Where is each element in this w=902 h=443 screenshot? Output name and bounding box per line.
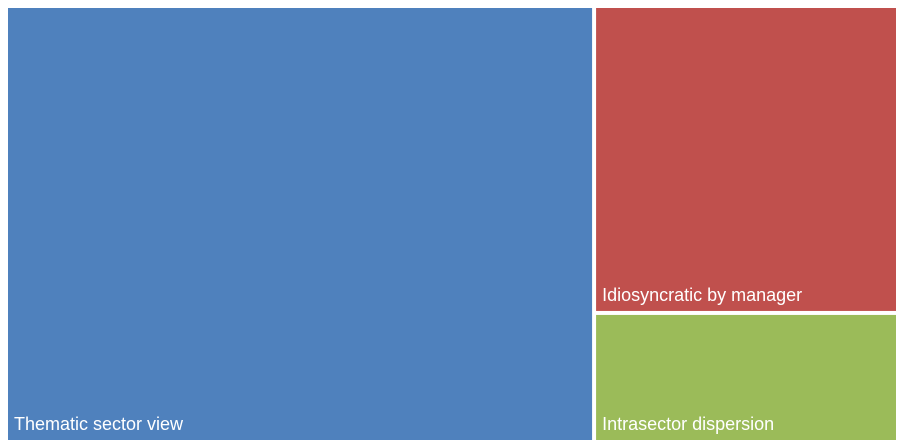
treemap-cell	[596, 8, 896, 311]
treemap-cell	[8, 8, 593, 440]
cell-label: Idiosyncratic by manager	[602, 285, 802, 305]
cell-label: Intrasector dispersion	[602, 414, 774, 434]
treemap-cell	[596, 314, 896, 440]
cell-label: Thematic sector view	[14, 414, 184, 434]
